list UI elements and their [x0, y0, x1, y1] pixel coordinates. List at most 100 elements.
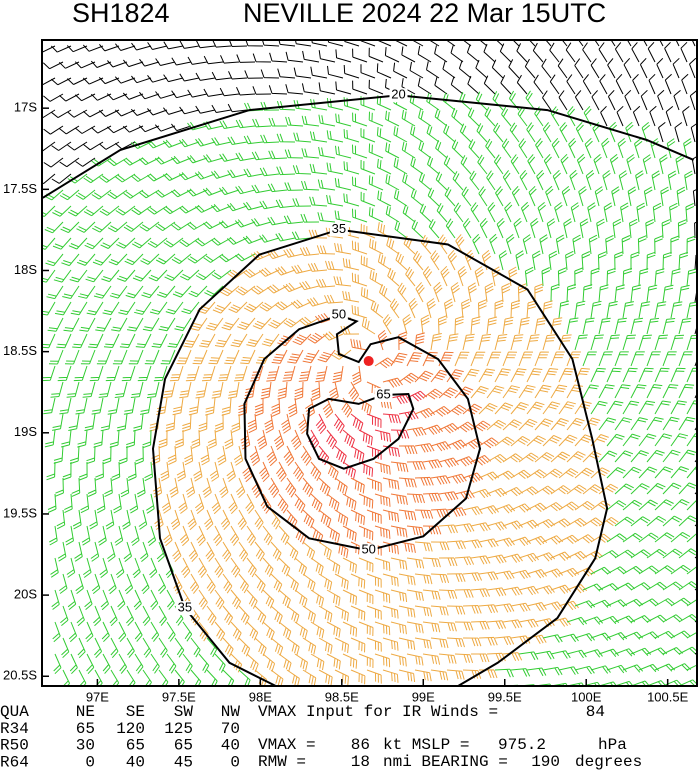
wind-barb	[393, 126, 408, 143]
wind-barb	[360, 64, 376, 79]
wind-barb	[93, 429, 104, 448]
wind-barb	[486, 351, 502, 367]
wind-barb	[621, 235, 631, 255]
wind-barb	[55, 477, 64, 497]
wind-barb	[417, 77, 432, 95]
wind-barb	[462, 403, 483, 415]
wind-barb	[111, 461, 121, 481]
wind-barb	[219, 285, 240, 297]
wind-barb	[230, 557, 241, 578]
wind-barb	[598, 384, 615, 399]
wind-barb	[342, 621, 358, 637]
wind-barb	[550, 518, 571, 528]
wind-barb	[275, 301, 296, 311]
wind-barb	[684, 170, 693, 191]
wind-barb	[64, 493, 73, 514]
wind-barb	[551, 137, 560, 159]
wind-barb	[85, 621, 94, 643]
wind-barb	[252, 118, 272, 128]
wind-barb	[470, 316, 481, 335]
wind-barb	[686, 565, 697, 575]
wind-barb	[495, 186, 504, 207]
wind-barb	[493, 154, 504, 175]
wind-barb	[89, 365, 104, 382]
wind-barb	[126, 605, 135, 627]
wind-barb	[630, 647, 652, 656]
wind-barb	[273, 429, 285, 450]
wind-barb	[418, 172, 432, 191]
wind-barb	[163, 237, 184, 248]
wind-barb	[310, 653, 325, 671]
wind-barb	[462, 605, 482, 614]
wind-barb	[260, 381, 272, 400]
wind-barb	[87, 477, 97, 497]
wind-barb	[414, 509, 434, 519]
wind-barb	[665, 106, 674, 127]
wind-barb	[660, 186, 669, 207]
wind-barb	[238, 669, 251, 686]
wind-barb	[82, 109, 104, 118]
wind-barb	[246, 333, 264, 347]
wind-barb	[476, 123, 488, 143]
wind-barb	[614, 483, 634, 495]
wind-barb	[278, 621, 292, 640]
wind-barb	[462, 333, 475, 351]
wind-barb	[209, 461, 220, 482]
wind-barb	[341, 397, 353, 418]
wind-barb	[194, 171, 216, 180]
wind-barb	[443, 124, 456, 143]
wind-barb	[550, 451, 571, 463]
table-cell: 40	[221, 737, 240, 755]
wind-barb	[630, 251, 640, 270]
wind-barb	[550, 650, 571, 659]
wind-barb	[470, 588, 491, 598]
wind-barb	[670, 466, 689, 479]
wind-barb	[310, 621, 325, 639]
wind-barb	[565, 42, 576, 63]
wind-barb	[422, 459, 443, 469]
wind-barb	[309, 196, 328, 207]
wind-barb	[171, 123, 192, 132]
wind-barb	[163, 525, 173, 547]
wind-barb	[326, 525, 340, 543]
wind-barb	[677, 219, 687, 239]
wind-barb	[598, 351, 613, 367]
wind-barb	[84, 413, 96, 432]
wind-barb	[53, 653, 62, 675]
wind-barb	[654, 466, 674, 479]
wind-barb	[518, 418, 538, 431]
wind-barb	[262, 653, 276, 672]
wind-barb	[550, 351, 565, 367]
wind-barb	[317, 349, 336, 363]
wind-barb	[233, 445, 244, 466]
wind-barb	[542, 535, 564, 545]
wind-barb	[398, 541, 416, 553]
wind-barb	[49, 525, 58, 546]
wind-barb	[598, 284, 609, 303]
wind-barb	[406, 525, 425, 537]
wind-barb	[102, 301, 120, 316]
wind-barb	[163, 74, 184, 83]
wind-barb	[478, 333, 492, 351]
wind-barb	[197, 301, 216, 314]
wind-barb	[179, 381, 192, 399]
wind-barb	[670, 367, 686, 383]
x-tick-label: 100E	[571, 689, 602, 704]
wind-barb	[350, 509, 365, 526]
wind-barb	[374, 557, 391, 572]
wind-barb	[542, 568, 564, 578]
wind-barb	[293, 461, 304, 482]
wind-barb	[115, 557, 125, 578]
wind-barb	[262, 525, 273, 546]
wind-barb	[550, 584, 571, 594]
wind-barb	[179, 237, 200, 248]
wind-barb	[406, 653, 424, 666]
wind-barb	[63, 317, 80, 332]
wind-barb	[139, 221, 160, 232]
wind-barb	[109, 429, 120, 448]
wind-barb	[478, 368, 495, 383]
wind-barb	[664, 41, 672, 63]
wind-barb	[222, 605, 234, 626]
wind-barb	[342, 290, 360, 303]
wind-barb	[590, 599, 612, 608]
